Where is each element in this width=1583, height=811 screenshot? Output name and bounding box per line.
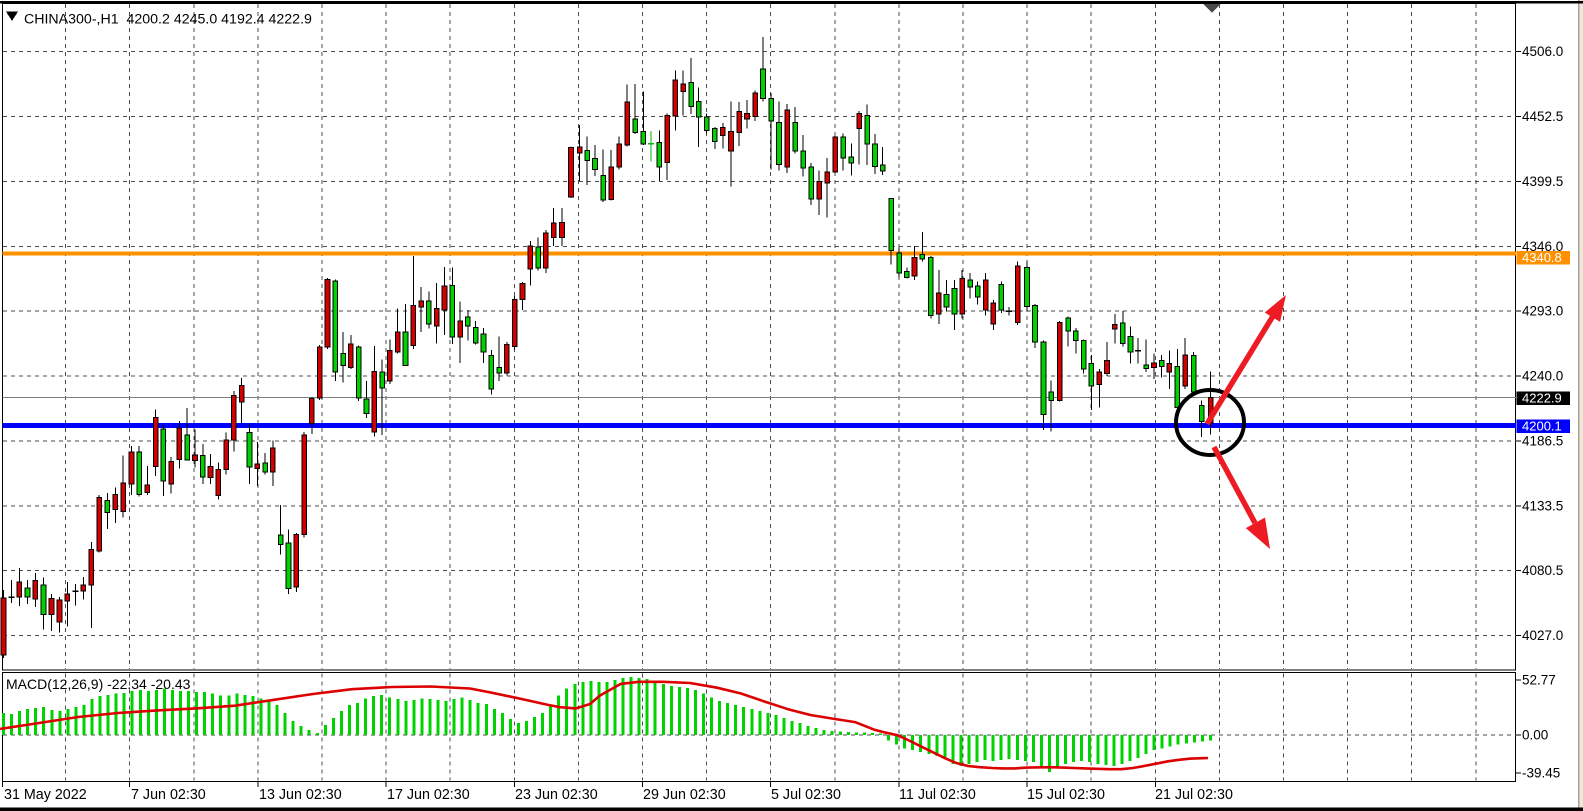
svg-text:31 May 2022: 31 May 2022: [4, 787, 87, 803]
svg-text:4080.5: 4080.5: [1522, 563, 1563, 578]
svg-text:5 Jul 02:30: 5 Jul 02:30: [771, 787, 841, 803]
svg-text:4506.0: 4506.0: [1522, 44, 1563, 59]
svg-text:52.77: 52.77: [1522, 673, 1556, 688]
svg-text:4200.1: 4200.1: [1522, 418, 1562, 433]
svg-text:15 Jul 02:30: 15 Jul 02:30: [1027, 787, 1105, 803]
svg-text:CHINA300-,H1 4200.2 4245.0 41: CHINA300-,H1 4200.2 4245.0 4192.4 4222.9: [24, 12, 312, 28]
svg-text:23 Jun 02:30: 23 Jun 02:30: [515, 787, 598, 803]
svg-text:4346.0: 4346.0: [1522, 239, 1563, 254]
svg-text:4222.9: 4222.9: [1522, 390, 1562, 405]
svg-text:4027.0: 4027.0: [1522, 628, 1563, 643]
svg-text:4240.0: 4240.0: [1522, 369, 1563, 384]
svg-text:4399.5: 4399.5: [1522, 174, 1563, 189]
svg-text:7 Jun 02:30: 7 Jun 02:30: [131, 787, 206, 803]
svg-text:17 Jun 02:30: 17 Jun 02:30: [387, 787, 470, 803]
svg-text:4133.5: 4133.5: [1522, 498, 1563, 513]
svg-text:4340.8: 4340.8: [1522, 250, 1562, 265]
svg-text:4293.0: 4293.0: [1522, 304, 1563, 319]
svg-text:-39.45: -39.45: [1522, 766, 1560, 781]
svg-text:13 Jun 02:30: 13 Jun 02:30: [259, 787, 342, 803]
svg-text:4186.5: 4186.5: [1522, 433, 1563, 448]
svg-text:29 Jun 02:30: 29 Jun 02:30: [643, 787, 726, 803]
svg-text:4452.5: 4452.5: [1522, 109, 1563, 124]
svg-text:21 Jul 02:30: 21 Jul 02:30: [1155, 787, 1233, 803]
svg-text:11 Jul 02:30: 11 Jul 02:30: [899, 787, 976, 803]
svg-text:MACD(12,26,9) -22.34 -20.43: MACD(12,26,9) -22.34 -20.43: [6, 676, 191, 692]
svg-text:0.00: 0.00: [1522, 728, 1548, 743]
